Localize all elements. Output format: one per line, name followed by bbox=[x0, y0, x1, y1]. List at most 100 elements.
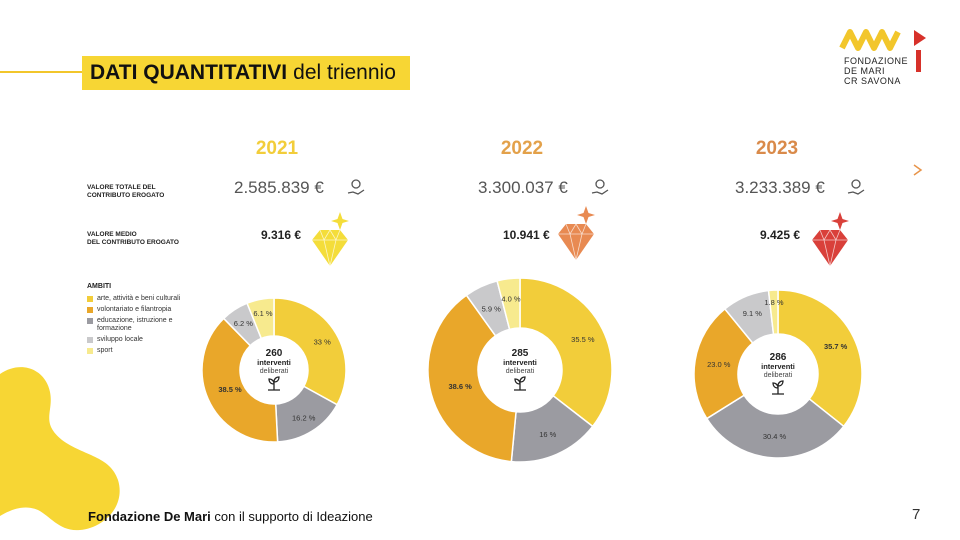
donut-chart-2022: 35.5 % 16 % 38.6 % 5.9 %4.0 % 285interventid… bbox=[427, 277, 613, 463]
footer-bold: Fondazione De Mari bbox=[88, 509, 211, 524]
legend-label: educazione, istruzione e formazione bbox=[97, 317, 173, 332]
diamond-icon bbox=[312, 212, 349, 267]
row-label-average: VALORE MEDIO DEL CONTRIBUTO EROGATO bbox=[87, 231, 179, 247]
center-count: 260 bbox=[266, 348, 283, 359]
average-2023: 9.425 € bbox=[760, 228, 801, 242]
total-2021: 2.585.839 € bbox=[234, 178, 324, 197]
page-number: 7 bbox=[912, 506, 921, 523]
legend-swatch bbox=[87, 318, 93, 324]
legend-item: sviluppo locale bbox=[87, 336, 197, 344]
row-label-average-line-1: VALORE MEDIO bbox=[87, 231, 137, 238]
center-label: interventi bbox=[257, 358, 291, 367]
diamond-shape bbox=[812, 230, 848, 266]
donut-slice bbox=[427, 294, 517, 463]
donut-slice bbox=[705, 394, 845, 459]
center-sublabel: deliberati bbox=[764, 372, 793, 379]
diamond-shape bbox=[312, 230, 348, 266]
diamond-facets bbox=[312, 229, 348, 267]
year-label-2021: 2021 bbox=[255, 138, 299, 159]
timeline-arrow bbox=[88, 164, 923, 176]
donut-slice bbox=[767, 289, 779, 336]
row-label-average-line-2: DEL CONTRIBUTO EROGATO bbox=[87, 239, 179, 246]
slice-label: 4.0 % bbox=[501, 295, 521, 304]
fondazione-logo-icon bbox=[839, 29, 926, 72]
diamond-icon bbox=[812, 212, 849, 267]
slice-label: 9.1 % bbox=[743, 309, 763, 318]
legend-item: sport bbox=[87, 347, 197, 355]
center-sublabel: deliberati bbox=[260, 368, 289, 375]
sparkle-icon bbox=[831, 212, 849, 230]
legend-label: arte, attività e beni culturali bbox=[97, 295, 181, 302]
legend-swatch bbox=[87, 337, 93, 343]
logo-line-1: FONDAZIONE bbox=[844, 56, 909, 66]
donut-slice bbox=[246, 297, 275, 340]
center-count: 285 bbox=[512, 348, 529, 359]
title-rest: del triennio bbox=[293, 61, 396, 84]
coin-hand-icon bbox=[347, 179, 365, 195]
legend-swatch bbox=[87, 307, 93, 313]
slice-label: 35.7 % bbox=[824, 342, 848, 351]
donut-slice bbox=[777, 289, 863, 428]
donut-slice bbox=[273, 297, 347, 406]
slice-label: 38.6 % bbox=[448, 382, 472, 391]
average-2021: 9.316 € bbox=[261, 228, 302, 242]
slice-label: 35.5 % bbox=[571, 335, 595, 344]
diamond-shape bbox=[558, 224, 594, 260]
legend-swatch bbox=[87, 348, 93, 354]
slice-label: 30.4 % bbox=[763, 432, 787, 441]
legend-label: sport bbox=[97, 347, 113, 354]
donut-chart-2023: 35.7 % 30.4 % 23.0 % 9.1 %1.8 % 286intervent… bbox=[693, 289, 863, 459]
legend-item: arte, attività e beni culturali bbox=[87, 295, 197, 303]
diamond-icon bbox=[558, 206, 595, 261]
legend-item: volontariato e filantropia bbox=[87, 306, 197, 314]
logo-line-3: CR SAVONA bbox=[844, 76, 901, 86]
logo-text: FONDAZIONE DE MARI CR SAVONA bbox=[844, 56, 908, 86]
legend-swatch bbox=[87, 296, 93, 302]
sparkle-icon bbox=[331, 212, 349, 230]
title-accent-line bbox=[0, 71, 82, 73]
slice-label: 5.9 % bbox=[482, 304, 502, 313]
slice-label: 6.2 % bbox=[234, 319, 254, 328]
slice-label: 38.5 % bbox=[218, 385, 242, 394]
total-2022: 3.300.037 € bbox=[478, 178, 568, 197]
plant-icon bbox=[514, 376, 526, 391]
donut-slice bbox=[519, 277, 613, 428]
sparkle-icon bbox=[577, 206, 595, 224]
coin-hand-icon bbox=[847, 179, 865, 195]
donut-slice bbox=[201, 317, 279, 443]
diamond-facets bbox=[812, 229, 848, 267]
slice-label: 1.8 % bbox=[764, 298, 784, 307]
center-label: interventi bbox=[761, 362, 795, 371]
slice-label: 16.2 % bbox=[292, 413, 316, 422]
row-label-total-line-2: CONTRIBUTO EROGATO bbox=[87, 192, 165, 199]
slice-label: 33 % bbox=[314, 337, 331, 346]
legend-label: sviluppo locale bbox=[97, 336, 143, 343]
decorative-blob bbox=[0, 367, 120, 531]
diamond-facets bbox=[558, 223, 594, 261]
center-sublabel: deliberati bbox=[506, 368, 535, 375]
center-count: 286 bbox=[770, 352, 787, 363]
logo-line-2: DE MARI bbox=[844, 66, 886, 76]
page-title: DATI QUANTITATIVI del triennio bbox=[82, 56, 410, 90]
year-label-2023: 2023 bbox=[755, 138, 799, 159]
legend-label: volontariato e filantropia bbox=[97, 306, 172, 313]
coin-hand-icon bbox=[591, 179, 609, 195]
slice-label: 23.0 % bbox=[707, 360, 731, 369]
row-label-total-line-1: VALORE TOTALE DEL bbox=[87, 184, 156, 191]
center-label: interventi bbox=[503, 358, 537, 367]
donut-slice bbox=[496, 277, 521, 331]
total-2023: 3.233.389 € bbox=[735, 178, 825, 197]
title-bold: DATI QUANTITATIVI bbox=[90, 61, 288, 84]
footer-rest: con il supporto di Ideazione bbox=[214, 509, 373, 524]
donut-chart-2021: 33 % 16.2 % 38.5 % 6.2 %6.1 % 260interventid… bbox=[201, 297, 347, 443]
legend: AMBITI arte, attività e beni culturali v… bbox=[87, 283, 197, 358]
average-2022: 10.941 € bbox=[503, 228, 550, 242]
plant-icon bbox=[268, 376, 280, 391]
legend-title: AMBITI bbox=[87, 283, 112, 290]
row-label-total: VALORE TOTALE DEL CONTRIBUTO EROGATO bbox=[87, 184, 164, 200]
slice-label: 6.1 % bbox=[253, 309, 273, 318]
plant-icon bbox=[772, 380, 784, 395]
legend-item: educazione, istruzione e formazione bbox=[87, 317, 197, 333]
slice-label: 16 % bbox=[539, 430, 556, 439]
footer: Fondazione De Mari con il supporto di Id… bbox=[88, 509, 373, 524]
